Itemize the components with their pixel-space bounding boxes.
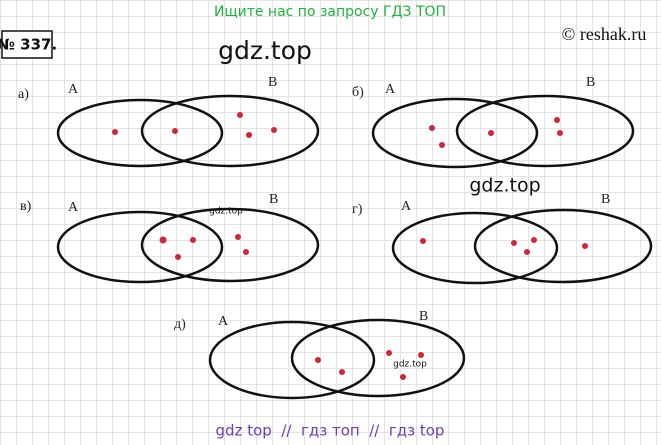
- element: [511, 240, 517, 246]
- set-label: B: [586, 75, 595, 90]
- set-a: [56, 98, 224, 168]
- element: [557, 130, 563, 136]
- number-box: [1, 30, 53, 59]
- element: [315, 357, 321, 363]
- set-label: A: [68, 82, 79, 97]
- set-label: A: [68, 200, 79, 215]
- element: [488, 130, 494, 136]
- element: [172, 128, 178, 134]
- element: [175, 254, 181, 260]
- set-a: [208, 320, 376, 400]
- search-hint: Ищите нас по запросу ГДЗ ТОП: [214, 4, 446, 20]
- element: [524, 249, 530, 255]
- diagram-label: г): [352, 202, 363, 217]
- diagram-label: а): [18, 87, 29, 102]
- set-a: [391, 211, 559, 285]
- element: [429, 125, 435, 131]
- element: [271, 127, 277, 133]
- set-label: B: [419, 309, 428, 324]
- copyright: © reshak.ru: [562, 24, 647, 44]
- watermark: gdz.top: [469, 175, 540, 197]
- set-b: [455, 94, 635, 168]
- element: [243, 249, 249, 255]
- set-label: B: [268, 75, 277, 90]
- element: [246, 132, 252, 138]
- diagram-label: в): [20, 199, 32, 214]
- element: [554, 117, 560, 123]
- footer: gdz top // гдз топ // гдз top: [216, 422, 445, 440]
- venn-diagram: д) A B: [174, 309, 466, 400]
- diagram-label: д): [174, 317, 186, 332]
- element: [112, 129, 118, 135]
- element: [339, 369, 345, 375]
- set-label: B: [601, 192, 610, 207]
- element: [420, 238, 426, 244]
- set-label: B: [269, 192, 278, 207]
- set-b: [140, 207, 320, 283]
- element: [582, 243, 588, 249]
- task-number: № 337.: [0, 36, 57, 54]
- diagram-label: б): [352, 85, 364, 100]
- set-b: [473, 208, 653, 284]
- element: [400, 374, 406, 380]
- element: [531, 237, 537, 243]
- element: [190, 237, 196, 243]
- element: [418, 352, 424, 358]
- watermark: gdz.top: [393, 360, 427, 370]
- venn-diagram: а) A B: [18, 75, 320, 168]
- watermark: gdz.top: [218, 36, 312, 65]
- venn-diagram: б) A B: [352, 75, 635, 169]
- set-b: [140, 94, 320, 168]
- venn-diagram: г) A B: [352, 192, 653, 285]
- element: [159, 236, 167, 244]
- set-label: A: [385, 82, 396, 97]
- set-a: [56, 210, 224, 284]
- set-a: [371, 97, 539, 169]
- set-label: A: [218, 314, 229, 329]
- set-b: [290, 318, 466, 398]
- set-label: A: [401, 199, 412, 214]
- element: [235, 234, 241, 240]
- element: [237, 112, 243, 118]
- watermark: gdz.top: [209, 207, 243, 217]
- element: [439, 142, 445, 148]
- element: [386, 350, 392, 356]
- venn-diagram: в) A B: [20, 192, 320, 284]
